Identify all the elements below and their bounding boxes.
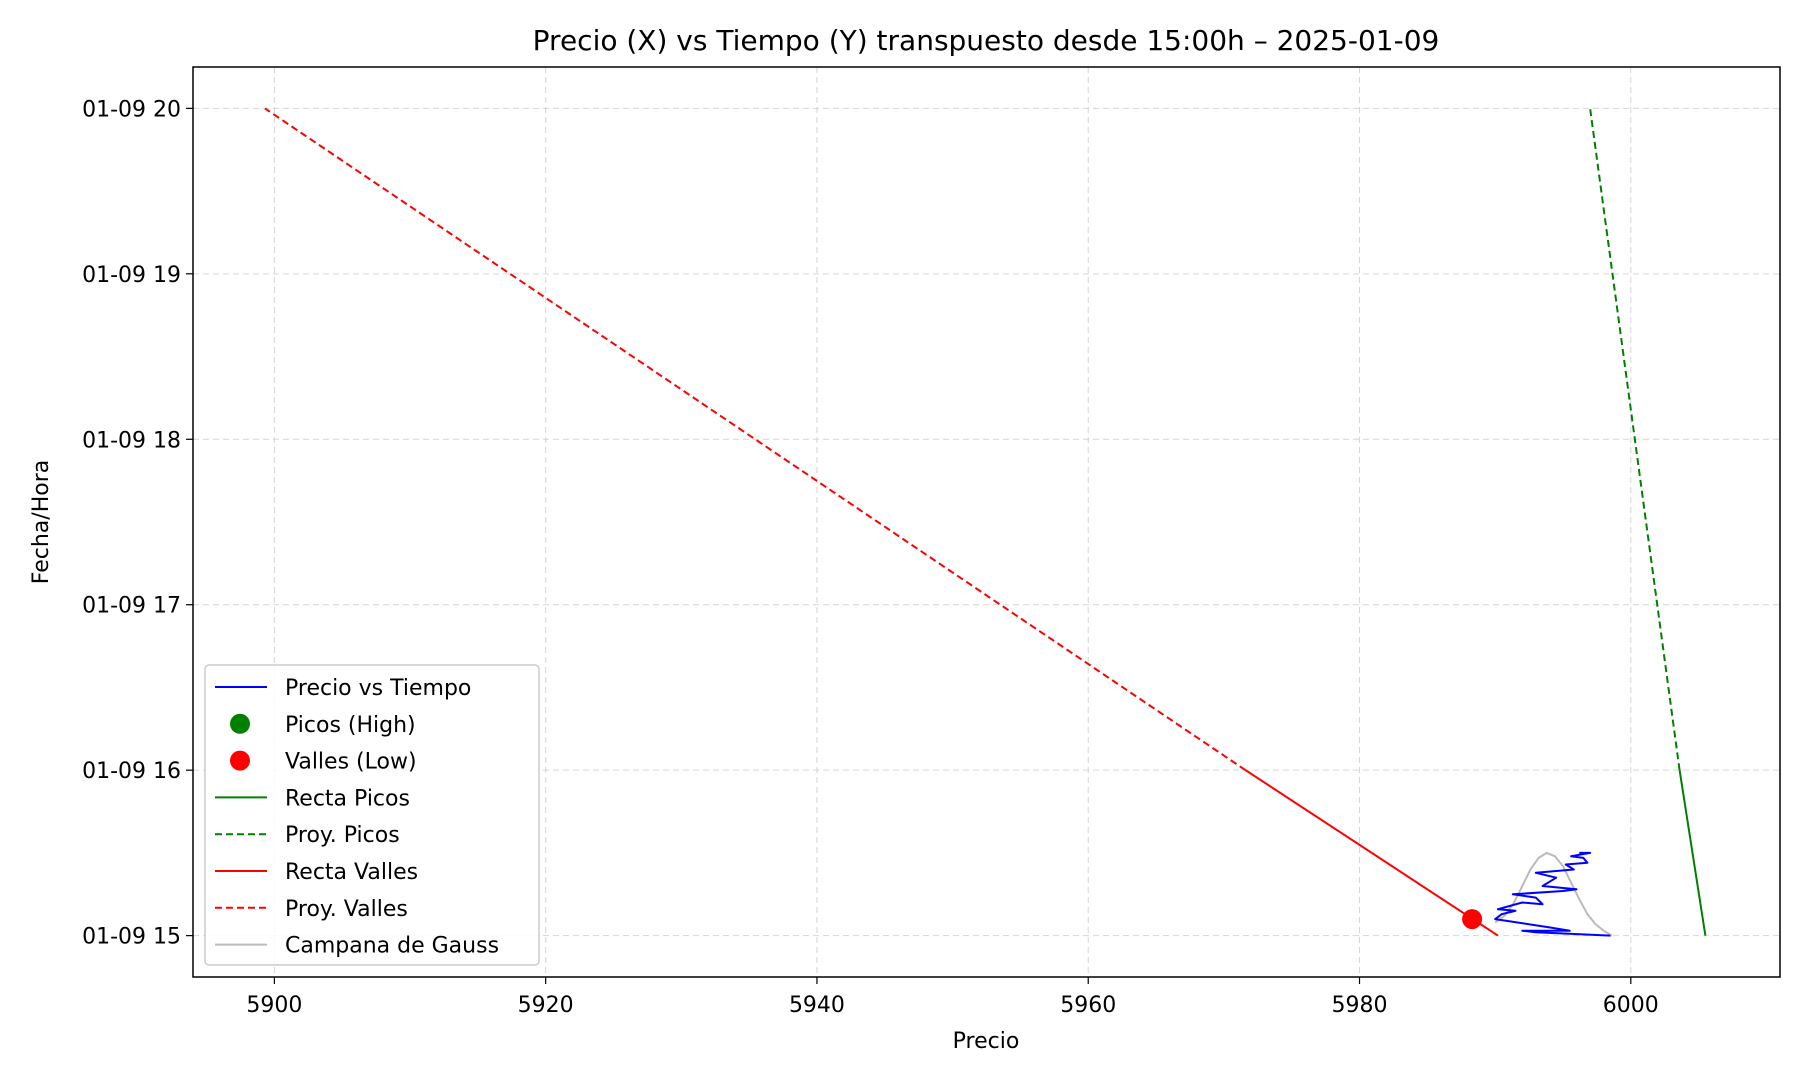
series-recta-valles: [1245, 769, 1499, 937]
legend-label: Proy. Picos: [285, 823, 400, 848]
series-campana-de-gauss: [1494, 851, 1613, 937]
x-tick-label: 6000: [1603, 993, 1659, 1018]
y-tick-label: 01-09 16: [82, 759, 181, 784]
x-tick-label: 5900: [246, 993, 302, 1018]
x-tick-label: 5960: [1060, 993, 1116, 1018]
y-axis: 01-09 15 01-09 16 01-09 17 01-09 18 01-09 19…: [82, 97, 193, 950]
legend-item: Valles (Low): [230, 750, 417, 775]
x-tick-label: 5940: [789, 993, 845, 1018]
y-tick-label: 01-09 20: [82, 97, 181, 122]
plot-frame: [192, 66, 1781, 978]
legend-label: Recta Valles: [285, 860, 418, 885]
legend-item: Precio vs Tiempo: [215, 676, 471, 701]
point-valles-low: [1462, 909, 1483, 930]
legend-label: Proy. Valles: [285, 897, 408, 922]
legend-item: Recta Valles: [215, 860, 418, 885]
legend-item: Proy. Picos: [215, 823, 400, 848]
legend-item: Campana de Gauss: [215, 934, 499, 959]
y-tick-label: 01-09 17: [82, 594, 181, 619]
y-tick-label: 01-09 19: [82, 263, 181, 288]
x-axis-title: Precio: [953, 1029, 1020, 1054]
x-axis: 5900 5920 5940 5960 5980 6000: [246, 977, 1659, 1018]
legend-marker-valles-low: [230, 750, 250, 771]
legend: Precio vs Tiempo Picos (High) Valles (Low)…: [204, 664, 540, 966]
legend-item: Picos (High): [230, 713, 416, 738]
legend-label: Valles (Low): [285, 750, 417, 775]
legend-label: Recta Picos: [285, 786, 410, 811]
series-proy-valles: [264, 107, 1247, 772]
series-recta-picos: [1678, 770, 1707, 936]
y-tick-label: 01-09 15: [82, 925, 181, 950]
series-layer: [264, 107, 1707, 937]
legend-label: Picos (High): [285, 713, 416, 738]
legend-label: Precio vs Tiempo: [285, 676, 471, 701]
legend-label: Campana de Gauss: [285, 934, 499, 959]
series-proy-picos: [1589, 108, 1681, 771]
legend-item: Recta Picos: [215, 786, 410, 811]
series-precio-vs-tiempo: [1494, 851, 1611, 937]
legend-item: Proy. Valles: [215, 897, 408, 922]
legend-box: [204, 664, 540, 966]
y-axis-title: Fecha/Hora: [29, 460, 54, 584]
y-tick-label: 01-09 18: [82, 428, 181, 453]
x-tick-label: 5920: [518, 993, 574, 1018]
legend-marker-picos-high: [230, 713, 250, 734]
chart-title: Precio (X) vs Tiempo (Y) transpuesto des…: [533, 24, 1440, 57]
x-tick-label: 5980: [1332, 993, 1388, 1018]
